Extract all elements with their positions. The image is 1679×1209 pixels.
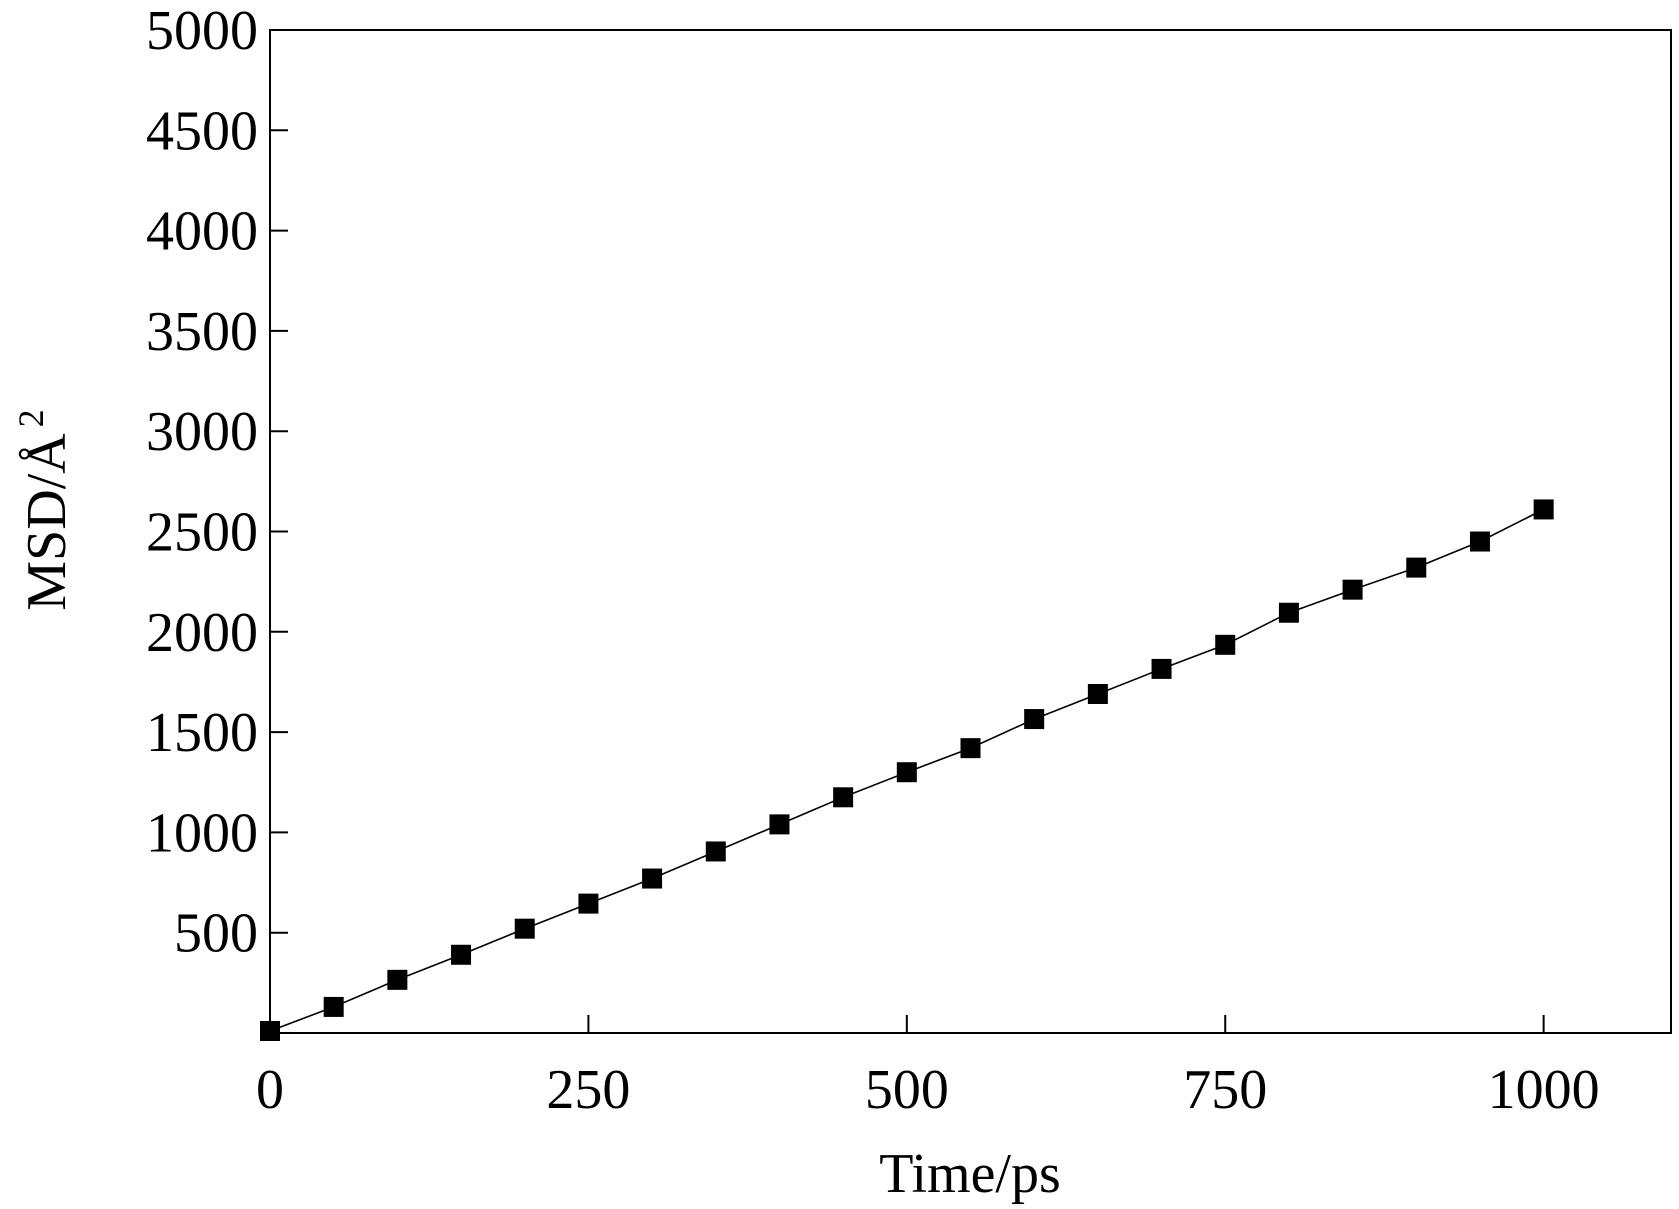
data-point-marker: [1533, 499, 1554, 520]
data-point-marker: [514, 918, 535, 939]
y-tick-label: 3000: [146, 401, 258, 463]
data-point-marker: [451, 944, 472, 965]
y-tick-label: 4000: [146, 201, 258, 263]
data-point-marker: [896, 762, 917, 783]
data-point-marker: [1151, 658, 1172, 679]
data-point-marker: [960, 738, 981, 759]
ticks-layer: 0 250 500 750 1000 500 1000 1500 2000 2500 3000 350…: [146, 0, 1600, 1121]
data-point-marker: [1087, 683, 1108, 704]
data-point-marker: [1469, 531, 1490, 552]
x-tick-label: 250: [546, 1059, 630, 1121]
data-point-marker: [833, 787, 854, 808]
y-tick-label: 4500: [146, 100, 258, 162]
x-tick-label: 500: [865, 1059, 949, 1121]
data-point-marker: [1406, 557, 1427, 578]
data-point-marker: [387, 969, 408, 990]
x-tick-label: 0: [256, 1059, 284, 1121]
plot-frame: [269, 29, 1672, 1034]
data-point-marker: [769, 814, 790, 835]
y-axis-title-main: MSD/Å: [16, 433, 78, 611]
y-tick-label: 2000: [146, 602, 258, 664]
data-point-marker: [1342, 579, 1363, 600]
data-point-marker: [578, 893, 599, 914]
data-point-marker: [1215, 634, 1236, 655]
y-tick-label: 3500: [146, 301, 258, 363]
y-tick-label: 1000: [146, 802, 258, 864]
y-tick-label: 500: [174, 903, 258, 965]
y-tick-label: 2500: [146, 502, 258, 564]
x-tick-label: 750: [1183, 1059, 1267, 1121]
data-point-marker: [705, 841, 726, 862]
x-axis-title: Time/ps: [879, 1143, 1061, 1204]
marks-layer: [260, 499, 1554, 1041]
data-point-marker: [1024, 709, 1045, 730]
x-tick-label: 1000: [1488, 1059, 1600, 1121]
data-point-marker: [642, 868, 663, 889]
data-point-marker: [1278, 602, 1299, 623]
y-tick-label: 5000: [146, 0, 258, 62]
y-axis-title: MSD/Å 2: [11, 409, 78, 610]
y-tick-label: 1500: [146, 702, 258, 764]
data-point-marker: [323, 996, 344, 1017]
y-axis-title-superscript: 2: [11, 409, 51, 427]
